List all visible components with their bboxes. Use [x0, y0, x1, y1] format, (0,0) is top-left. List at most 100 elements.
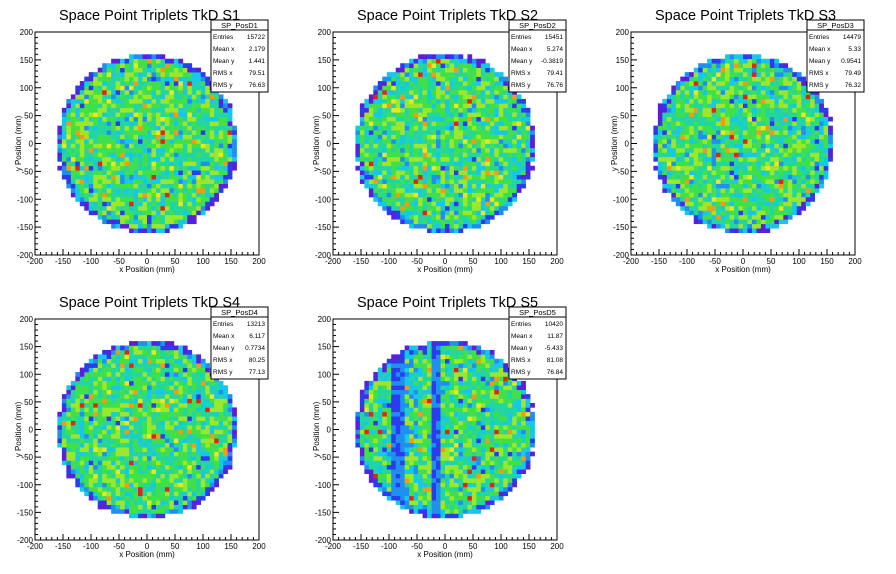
heatmap-bin [218, 98, 224, 104]
heatmap-bin [436, 143, 441, 149]
heatmap-bin [525, 139, 531, 144]
heatmap-bin [160, 183, 166, 189]
heatmap-bin [97, 147, 103, 153]
heatmap-bin [689, 98, 695, 104]
heatmap-bin [738, 112, 744, 118]
heatmap-bin [427, 192, 432, 198]
heatmap-bin [395, 89, 401, 95]
heatmap-bin [93, 482, 99, 488]
heatmap-bin [124, 478, 130, 483]
heatmap-bin [142, 367, 148, 373]
heatmap-bin [462, 192, 468, 198]
heatmap-bin [151, 469, 157, 474]
heatmap-bin [377, 156, 383, 162]
heatmap-bin [120, 201, 125, 207]
heatmap-bin [84, 174, 90, 180]
heatmap-bin [720, 201, 726, 207]
heatmap-bin [79, 81, 85, 86]
heatmap-bin [711, 183, 717, 189]
heatmap-bin [155, 416, 161, 421]
heatmap-bin [720, 147, 726, 153]
heatmap-bin [805, 201, 811, 207]
plot-title: Space Point Triplets TkD S1 [59, 8, 240, 24]
heatmap-bin [97, 76, 103, 82]
heatmap-bin [182, 89, 188, 95]
heatmap-bin [516, 103, 522, 109]
heatmap-bin [698, 116, 703, 122]
heatmap-bin [142, 451, 148, 457]
heatmap-bin [155, 429, 161, 435]
heatmap-bin [458, 201, 464, 207]
heatmap-bin [467, 183, 473, 189]
heatmap-bin [751, 228, 757, 233]
heatmap-bin [386, 143, 392, 149]
heatmap-bin [756, 210, 762, 216]
heatmap-bin [743, 165, 748, 171]
heatmap-bin [133, 89, 139, 95]
heatmap-bin [97, 112, 103, 118]
heatmap-bin [84, 482, 90, 488]
heatmap-bin [693, 112, 699, 118]
heatmap-bin [480, 63, 486, 68]
heatmap-bin [440, 107, 446, 113]
heatmap-bin [404, 89, 410, 95]
heatmap-bin [427, 85, 432, 91]
heatmap-bin [422, 219, 428, 225]
heatmap-bin [693, 179, 699, 184]
heatmap-bin [155, 143, 161, 149]
heatmap-bin [129, 174, 134, 180]
heatmap-bin [377, 147, 383, 153]
heatmap-bin [449, 143, 455, 149]
heatmap-bin [169, 143, 175, 149]
heatmap-bin [395, 174, 401, 180]
heatmap-bin [138, 214, 143, 220]
heatmap-bin [445, 85, 450, 91]
heatmap-bin [462, 58, 468, 64]
heatmap-bin [223, 183, 228, 189]
heatmap-bin [124, 385, 130, 391]
heatmap-bin [129, 416, 134, 421]
heatmap-bin [400, 125, 405, 131]
heatmap-bin [160, 389, 166, 395]
heatmap-bin [160, 447, 166, 452]
heatmap-bin [214, 192, 219, 198]
heatmap-bin [395, 130, 401, 135]
heatmap-bin [382, 197, 388, 202]
heatmap-bin [445, 139, 450, 144]
heatmap-bin [93, 425, 99, 430]
heatmap-bin [440, 116, 446, 122]
heatmap-bin [382, 165, 388, 171]
heatmap-bin [391, 85, 397, 91]
heatmap-bin [138, 358, 143, 364]
heatmap-bin [124, 354, 130, 360]
heatmap-bin [413, 161, 419, 167]
heatmap-bin [774, 219, 780, 225]
heatmap-bin [120, 89, 125, 95]
heatmap-bin [138, 94, 143, 100]
heatmap-bin [138, 482, 143, 488]
heatmap-bin [400, 112, 405, 118]
heatmap-bin [395, 72, 401, 77]
heatmap-bin [142, 103, 148, 109]
heatmap-bin [66, 134, 72, 140]
heatmap-bin [191, 188, 197, 193]
heatmap-bin [702, 116, 708, 122]
heatmap-bin [738, 89, 744, 95]
heatmap-bin [760, 205, 766, 211]
heatmap-bin [155, 469, 161, 474]
heatmap-bin [57, 420, 63, 426]
heatmap-bin [70, 411, 76, 417]
heatmap-bin [801, 147, 807, 153]
heatmap-bin [124, 456, 130, 461]
heatmap-bin [792, 125, 798, 131]
heatmap-bin [106, 402, 112, 408]
heatmap-bin [124, 389, 130, 395]
heatmap-bin [142, 134, 148, 140]
heatmap-bin [111, 179, 116, 184]
heatmap-bin [787, 112, 793, 118]
heatmap-bin [716, 197, 721, 202]
heatmap-bin [431, 179, 437, 184]
heatmap-bin [79, 116, 85, 122]
heatmap-bin [765, 197, 771, 202]
heatmap-bin [467, 81, 473, 86]
